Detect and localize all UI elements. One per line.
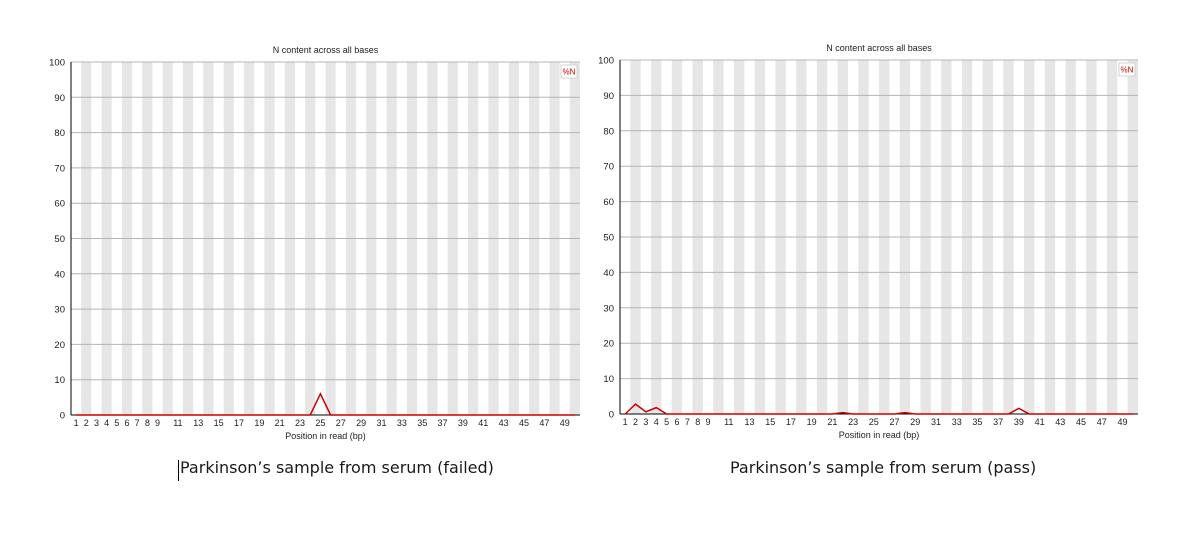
x-tick-label: 2: [84, 418, 89, 428]
x-tick-label: 9: [155, 418, 160, 428]
y-tick-label: 10: [54, 375, 65, 386]
x-tick-label: 47: [1097, 417, 1107, 427]
x-tick-label: 8: [695, 417, 700, 427]
text-cursor: [178, 460, 179, 481]
y-tick-label: 0: [60, 411, 65, 422]
y-tick-label: 50: [603, 233, 614, 244]
x-tick-label: 15: [214, 418, 224, 428]
x-tick-label: 33: [952, 417, 962, 427]
legend-box: [560, 64, 578, 79]
x-tick-label: 37: [993, 417, 1003, 427]
y-tick-label: 80: [54, 128, 65, 139]
x-tick-label: 11: [724, 417, 733, 427]
y-tick-label: 100: [49, 58, 65, 69]
y-tick-label: 90: [54, 93, 65, 104]
x-tick-label: 6: [124, 418, 129, 428]
x-tick-label: 3: [94, 418, 99, 428]
chart-title: N content across all bases: [273, 45, 379, 55]
x-tick-label: 39: [1014, 417, 1024, 427]
x-tick-label: 7: [135, 418, 140, 428]
legend-label: %N: [563, 68, 576, 77]
x-tick-label: 31: [376, 418, 386, 428]
x-tick-label: 21: [275, 418, 285, 428]
y-tick-label: 90: [603, 91, 614, 102]
x-tick-label: 43: [499, 418, 509, 428]
x-tick-label: 49: [1117, 417, 1127, 427]
x-tick-label: 27: [890, 417, 900, 427]
x-tick-label: 7: [685, 417, 690, 427]
x-axis-label: Position in read (bp): [839, 430, 920, 440]
y-tick-label: 60: [54, 199, 65, 210]
caption-pass: Parkinson’s sample from serum (pass): [730, 458, 1037, 477]
x-tick-label: 47: [539, 418, 549, 428]
x-tick-label: 29: [910, 417, 920, 427]
y-tick-label: 40: [603, 268, 614, 279]
y-tick-label: 80: [603, 126, 614, 137]
x-tick-label: 5: [664, 417, 669, 427]
x-tick-label: 19: [254, 418, 264, 428]
x-tick-label: 29: [356, 418, 366, 428]
x-tick-label: 3: [643, 417, 648, 427]
x-tick-label: 25: [869, 417, 879, 427]
x-axis-label: Position in read (bp): [285, 431, 366, 441]
x-tick-label: 35: [417, 418, 427, 428]
x-tick-label: 41: [1035, 417, 1045, 427]
y-tick-label: 50: [54, 234, 65, 245]
x-tick-label: 19: [807, 417, 817, 427]
x-tick-label: 21: [827, 417, 837, 427]
x-tick-label: 4: [654, 417, 659, 427]
x-tick-label: 1: [74, 418, 79, 428]
y-tick-label: 60: [603, 197, 614, 208]
x-tick-label: 5: [114, 418, 119, 428]
x-tick-label: 4: [104, 418, 109, 428]
x-tick-label: 17: [786, 417, 796, 427]
y-tick-label: 10: [603, 374, 614, 385]
x-tick-label: 35: [972, 417, 982, 427]
legend-box: [1118, 62, 1136, 77]
series-line: [76, 392, 575, 416]
x-tick-label: 23: [295, 418, 305, 428]
x-tick-label: 41: [478, 418, 488, 428]
y-tick-label: 40: [54, 269, 65, 280]
caption-failed: Parkinson’s sample from serum (failed): [180, 458, 494, 477]
x-tick-label: 31: [931, 417, 941, 427]
legend-label: %N: [1121, 66, 1134, 75]
x-tick-label: 15: [765, 417, 775, 427]
x-tick-label: 17: [234, 418, 244, 428]
x-tick-label: 9: [706, 417, 711, 427]
x-tick-label: 43: [1055, 417, 1065, 427]
x-tick-label: 13: [193, 418, 203, 428]
x-tick-label: 6: [674, 417, 679, 427]
x-tick-label: 49: [560, 418, 570, 428]
x-tick-label: 45: [1076, 417, 1086, 427]
n-content-chart-pass: 0 10 20 30 40 50 60 70 80 90 100 1 2 3 4 5 6 7 8 9 11 13 15 17 1…: [580, 0, 1140, 450]
y-tick-label: 70: [603, 162, 614, 173]
x-tick-label: 33: [397, 418, 407, 428]
x-tick-label: 23: [848, 417, 858, 427]
y-tick-label: 70: [54, 163, 65, 174]
x-tick-label: 8: [145, 418, 150, 428]
series-line: [624, 403, 1133, 415]
x-tick-label: 37: [438, 418, 448, 428]
x-tick-label: 27: [336, 418, 346, 428]
y-tick-label: 20: [54, 340, 65, 351]
x-tick-label: 11: [173, 418, 182, 428]
y-tick-label: 20: [603, 339, 614, 350]
x-tick-label: 45: [519, 418, 529, 428]
x-tick-label: 2: [633, 417, 638, 427]
y-tick-label: 0: [609, 410, 614, 421]
y-tick-label: 30: [54, 305, 65, 316]
x-tick-label: 1: [623, 417, 628, 427]
y-tick-label: 100: [598, 56, 614, 67]
chart-title: N content across all bases: [826, 43, 932, 53]
x-tick-label: 25: [315, 418, 325, 428]
x-tick-label: 13: [744, 417, 754, 427]
n-content-chart-failed: 0 10 20 30 40 50 60 70 80 90 100 1 2 3 4 5 6 7 8 9 11 13 15 17 1…: [30, 0, 590, 450]
y-tick-label: 30: [603, 303, 614, 314]
x-tick-label: 39: [458, 418, 468, 428]
